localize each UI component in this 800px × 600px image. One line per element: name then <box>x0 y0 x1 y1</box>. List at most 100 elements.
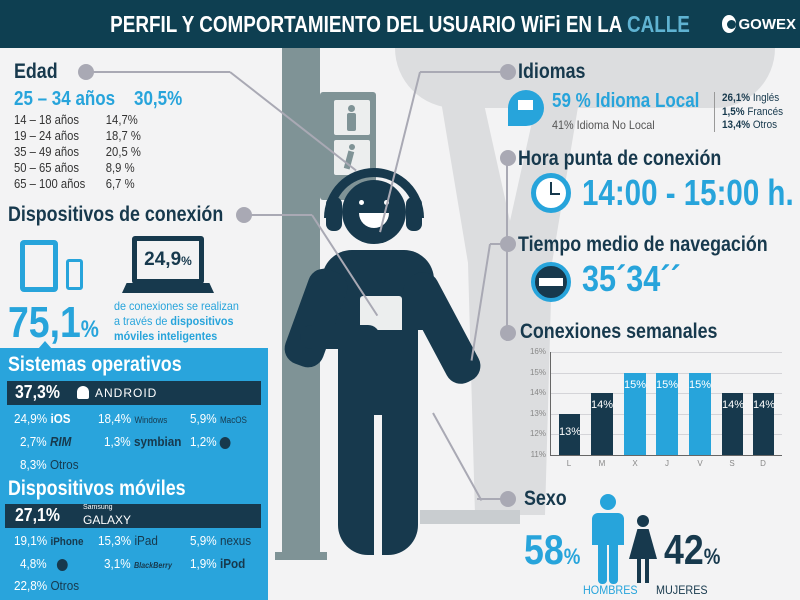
pole-base <box>275 552 327 560</box>
moviles-top-pct: 27,1% <box>15 505 60 525</box>
movil-name: nexus <box>219 533 252 548</box>
idioma-item: 1,5% Francés <box>722 106 783 120</box>
os-item: 1,3% symbian <box>104 434 181 449</box>
os-item: 1,2% <box>190 434 231 449</box>
movil-pct: 4,8% <box>20 556 47 571</box>
edad-range: 65 – 100 años <box>14 177 86 191</box>
sony-ericsson-icon <box>57 558 68 571</box>
bar-value: 14% <box>753 399 776 411</box>
desc-line-1: de conexiones se realizan <box>114 299 239 313</box>
women-label: MUJERES <box>656 583 708 597</box>
gowex-logo-icon <box>722 15 737 33</box>
edad-row: 14 – 18 años 14,7% <box>14 113 138 129</box>
os-pct: 1,3% <box>104 434 131 449</box>
idioma-local: 59 % Idioma Local <box>552 90 700 112</box>
tiempo-medio-value: 35´34´´ <box>582 258 681 299</box>
y-tick: 13% <box>529 409 546 418</box>
os-item: 8,3% Otros <box>20 457 79 472</box>
bar-J: 15% <box>656 373 678 455</box>
os-pct: 18,4% <box>98 411 132 426</box>
connector-line <box>248 214 312 216</box>
idiomas-title: Idiomas <box>518 60 586 83</box>
grid-line <box>550 352 782 353</box>
laptop-base <box>122 283 214 293</box>
x-axis <box>550 455 782 456</box>
connector-line <box>420 71 502 73</box>
movil-pct: 5,9% <box>190 533 217 548</box>
person-head <box>342 180 406 244</box>
edad-row: 50 – 65 años 8,9 % <box>14 161 135 177</box>
gowex-logo: GOWEX <box>722 12 796 36</box>
men-pct-sign: % <box>563 544 581 569</box>
os-top-name: ANDROID <box>95 386 158 400</box>
bars: 13% 14% 15% 15% 15% 14% 14% <box>522 350 782 455</box>
bar-value: 14% <box>591 399 614 411</box>
movil-name: BlackBerry <box>133 561 172 570</box>
pedestrian-stop-light <box>334 100 370 135</box>
men-pct: 58% <box>524 526 580 574</box>
edad-main-pct: 30,5% <box>134 88 183 110</box>
idioma-name: Otros <box>752 119 778 131</box>
os-title: Sistemas operativos <box>8 353 182 376</box>
laptop-pct-value: 24,9 <box>144 249 182 270</box>
moviles-top-name: GALAXY <box>83 513 132 527</box>
weekly-connections-chart: 16% 15% 14% 13% 12% 11% 13% 14% 15% 15% … <box>522 347 782 470</box>
moviles-title: Dispositivos móviles <box>8 477 186 500</box>
os-name: Windows <box>134 415 168 425</box>
edad-pct: 14,7% <box>105 113 138 127</box>
os-item: 2,7% RIM <box>20 434 71 449</box>
idioma-item: 13,4% Otros <box>722 119 783 133</box>
idiomas-connector-dot <box>500 64 516 80</box>
x-label: J <box>665 459 669 468</box>
desc-line-3: móviles inteligentes <box>114 329 218 343</box>
y-tick: 12% <box>529 429 546 438</box>
movil-pct: 19,1% <box>14 533 48 548</box>
woman-icon <box>628 515 658 583</box>
tiempo-connector-dot <box>500 236 516 252</box>
os-item: 5,9% MacOS <box>190 411 247 426</box>
edad-pct: 18,7 % <box>105 129 141 143</box>
clock-icon <box>531 173 571 213</box>
os-pct: 24,9% <box>14 411 48 426</box>
hora-punta-title: Hora punta de conexión <box>518 147 722 170</box>
os-top-pct: 37,3% <box>15 382 60 402</box>
smartphone-icon <box>66 259 83 290</box>
mobile-pct: 75,1% <box>8 298 99 348</box>
moviles-top-bar: 27,1% Samsung GALAXY <box>5 504 261 528</box>
mobile-pct-value: 75,1 <box>8 298 81 347</box>
panel-pointer <box>38 341 52 349</box>
idioma-pct: 26,1% <box>722 92 751 104</box>
y-tick: 14% <box>529 388 546 397</box>
os-item: 18,4% Windows <box>98 411 167 426</box>
movil-item: 4,8% <box>20 556 68 571</box>
x-label: M <box>598 459 606 468</box>
title-main: PERFIL Y COMPORTAMIENTO DEL USUARIO WiFi… <box>110 11 627 37</box>
women-pct-value: 42 <box>664 526 704 573</box>
os-name: MacOS <box>219 415 247 425</box>
idioma-no-local: 41% Idioma No Local <box>552 118 655 132</box>
idiomas-divider <box>714 92 715 132</box>
tree-base <box>420 510 520 524</box>
bar-value: 15% <box>689 379 712 391</box>
os-pct: 1,2% <box>190 434 217 449</box>
android-icon <box>77 386 89 399</box>
headphone-left <box>326 197 342 231</box>
bar-S: 14% <box>722 393 744 455</box>
men-pct-value: 58 <box>524 526 564 573</box>
y-tick: 11% <box>530 450 546 459</box>
movil-item: 1,9% iPod <box>190 556 245 571</box>
logo-text: GOWEX <box>738 15 796 33</box>
x-label: D <box>760 459 766 468</box>
page-title: PERFIL Y COMPORTAMIENTO DEL USUARIO WiFi… <box>72 0 728 48</box>
edad-range: 19 – 24 años <box>14 129 80 143</box>
laptop-pct-sign: % <box>181 254 192 268</box>
movil-item: 5,9% nexus <box>190 533 251 548</box>
os-pct: 8,3% <box>20 457 47 472</box>
movil-item: 15,3% iPad <box>98 533 158 548</box>
os-name: Otros <box>49 457 79 472</box>
movil-item: 3,1% BlackBerry <box>104 556 172 571</box>
conexiones-connector-dot <box>500 325 516 341</box>
edad-range: 14 – 18 años <box>14 113 80 127</box>
stopwatch-icon <box>531 262 571 302</box>
os-name: symbian <box>133 434 182 449</box>
